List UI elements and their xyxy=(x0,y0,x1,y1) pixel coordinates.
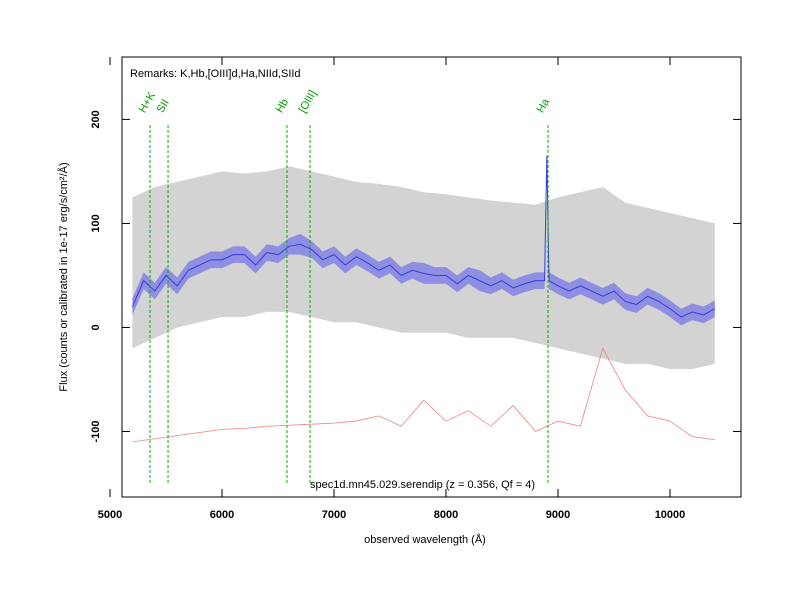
remarks: Remarks: K,Hb,[OIII]d,Ha,NIId,SIId xyxy=(130,68,301,80)
x-tick-label: 5000 xyxy=(98,509,122,521)
line-label: Ha xyxy=(535,96,553,115)
line-label: SII xyxy=(155,97,172,115)
sky-spectrum xyxy=(132,347,715,443)
x-tick-label: 10000 xyxy=(655,509,686,521)
y-tick-label: 100 xyxy=(90,214,102,232)
plot-frame xyxy=(121,56,742,498)
line-label: Hb xyxy=(274,97,291,115)
smoothed-band xyxy=(132,152,715,326)
y-axis-label: Flux (counts or calibrated in 1e-17 erg/… xyxy=(57,162,70,391)
x-tick-label: 8000 xyxy=(434,509,458,521)
x-tick-label: 7000 xyxy=(322,509,346,521)
smoothed-flux xyxy=(131,155,716,318)
caption: spec1d.mn45.029.serendip (z = 0.356, Qf … xyxy=(310,479,535,491)
line-label: H+K xyxy=(137,90,159,115)
y-tick-label: 0 xyxy=(90,324,102,330)
plot xyxy=(131,152,716,443)
y-tick-label: 200 xyxy=(90,110,102,128)
x-tick-label: 9000 xyxy=(546,509,570,521)
line-label: [OIII] xyxy=(297,88,319,115)
x-axis-label: observed wavelength (Å) xyxy=(364,533,486,546)
x-tick-label: 6000 xyxy=(210,509,234,521)
y-tick-label: -100 xyxy=(90,420,102,442)
